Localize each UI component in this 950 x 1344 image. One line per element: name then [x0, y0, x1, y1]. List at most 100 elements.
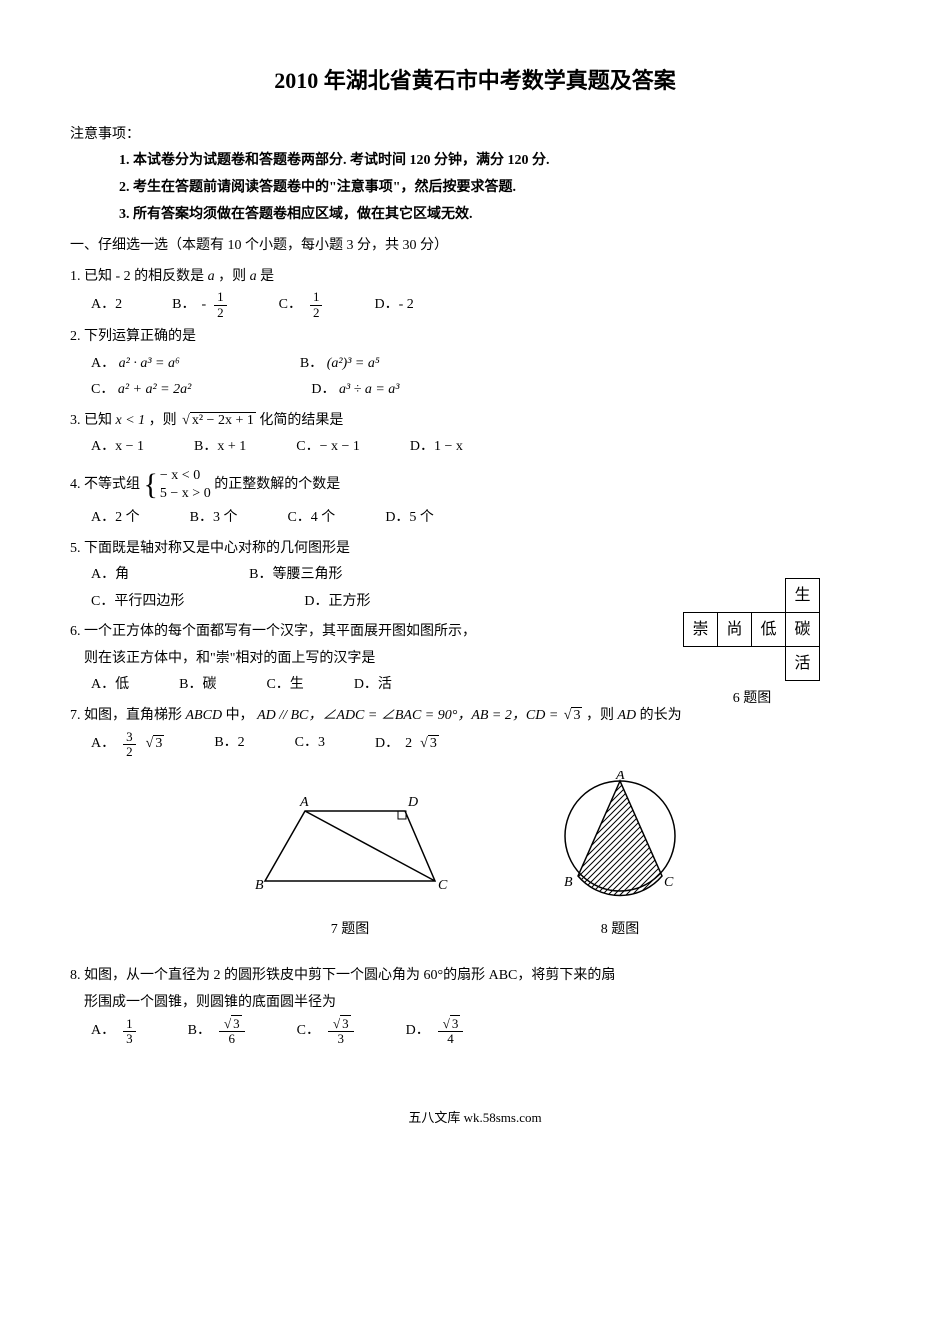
vertex-B: B — [255, 878, 264, 893]
question-2: 2. 下列运算正确的是 — [70, 324, 880, 351]
denominator: 2 — [123, 745, 136, 759]
opt-label: D． — [311, 382, 335, 397]
math-expr: AD // BC，∠ADC = ∠BAC = 90°，AB = 2，CD = — [257, 708, 562, 723]
q8-line1: 8. 如图，从一个直径为 2 的圆形铁皮中剪下一个圆心角为 60°的扇形 ABC… — [70, 963, 880, 990]
q7-optB: B．2 — [214, 730, 244, 760]
brace-content: − x < 0 5 − x > 0 — [160, 467, 211, 503]
q1-var-a: a — [208, 269, 215, 284]
math-expr: a² + a² = 2a² — [118, 382, 192, 397]
question-3: 3. 已知 x < 1 ，则 x² − 2x + 1 化简的结果是 — [70, 408, 880, 435]
q8-options: A． 1 3 B． 3 6 C． 3 3 D． 3 4 — [70, 1017, 880, 1047]
fig7-caption: 7 题图 — [250, 917, 450, 944]
q3-stem: ，则 — [149, 413, 177, 428]
question-1: 1. 已知 - 2 的相反数是 a ，则 a 是 — [70, 264, 880, 291]
opt-label: C． — [91, 382, 114, 397]
sqrt-icon: 3 — [420, 731, 439, 758]
q3-optC: C．− x − 1 — [296, 434, 360, 461]
notice-line: 3. 所有答案均须做在答题卷相应区域，做在其它区域无效. — [70, 202, 880, 229]
q8-optA: A． 1 3 — [91, 1017, 138, 1047]
sector-cone-diagram: A B C — [540, 771, 700, 901]
math-expr: a² · a³ = a⁶ — [119, 356, 180, 371]
cube-face: 碳 — [785, 612, 820, 647]
q3-optA: A．x − 1 — [91, 434, 144, 461]
radicand: 3 — [428, 735, 439, 751]
math-expr: a³ ÷ a = a³ — [339, 382, 400, 397]
opt-label: C． — [279, 292, 302, 319]
q4-optA: A．2 个 — [91, 505, 140, 532]
sqrt-icon: 3 — [333, 1017, 351, 1031]
q6-optA: A．低 — [91, 672, 129, 699]
radicand: 3 — [340, 1015, 351, 1031]
q3-options: A．x − 1 B．x + 1 C．− x − 1 D．1 − x — [70, 434, 880, 461]
q2-options-row1: A． a² · a³ = a⁶ B． (a²)³ = a⁵ — [70, 351, 880, 378]
fraction: 3 2 — [123, 730, 136, 760]
vertex-D: D — [407, 795, 418, 810]
left-brace-icon: { — [144, 465, 158, 505]
q7-optD: D． 23 — [375, 730, 439, 760]
q2-optA: A． a² · a³ = a⁶ — [91, 351, 180, 378]
math-expr: (a²)³ = a⁵ — [327, 356, 380, 371]
unfold-grid: 生 崇 尚 低 碳 活 — [684, 579, 820, 681]
q7-stem: ，则 — [586, 708, 614, 723]
q3-optD: D．1 − x — [410, 434, 463, 461]
math-expr: AD — [617, 708, 636, 723]
q2-optB: B． (a²)³ = a⁵ — [300, 351, 380, 378]
opt-label: B． — [172, 292, 195, 319]
fraction: 1 2 — [310, 290, 323, 320]
question-6: 6. 一个正方体的每个面都写有一个汉字，其平面展开图如图所示， 则在该正方体中，… — [70, 619, 880, 672]
vertex-A: A — [615, 771, 625, 783]
q5-optD: D．正方形 — [304, 589, 370, 616]
figure-7: A D B C 7 题图 — [250, 791, 450, 943]
coefficient: 2 — [405, 731, 412, 758]
q1-var-a: a — [250, 269, 257, 284]
radicand: 3 — [231, 1015, 242, 1031]
vertex-C: C — [438, 878, 448, 893]
q4-options: A．2 个 B．3 个 C．4 个 D．5 个 — [70, 505, 880, 532]
q5-optB: B．等腰三角形 — [249, 562, 342, 589]
denominator: 3 — [328, 1032, 354, 1046]
vertex-B: B — [564, 875, 573, 890]
q4-optB: B．3 个 — [190, 505, 238, 532]
q7-stem: 中， — [226, 708, 254, 723]
q1-optB: B． - 1 2 — [172, 290, 229, 320]
fraction: 3 4 — [438, 1017, 464, 1047]
opt-label: C． — [297, 1018, 320, 1045]
numerator: 3 — [438, 1017, 464, 1032]
fraction: 3 6 — [219, 1017, 245, 1047]
inequality-row: − x < 0 — [160, 467, 211, 485]
sqrt-icon: 3 — [146, 731, 165, 758]
q2-optD: D． a³ ÷ a = a³ — [311, 377, 399, 404]
vertex-C: C — [664, 875, 674, 890]
radicand: 3 — [571, 707, 582, 723]
radicand: x² − 2x + 1 — [190, 412, 256, 428]
numerator: 3 — [123, 730, 136, 745]
q1-stem: ，则 — [218, 269, 246, 284]
cube-face: 崇 — [683, 612, 718, 647]
opt-label: B． — [300, 356, 323, 371]
sqrt-icon: 3 — [443, 1017, 461, 1031]
q4-stem: 的正整数解的个数是 — [214, 477, 340, 492]
q6-optD: D．活 — [354, 672, 392, 699]
q1-optD: D．- 2 — [374, 290, 413, 320]
question-5: 5. 下面既是轴对称又是中心对称的几何图形是 — [70, 536, 880, 563]
figures-row-7-8: A D B C 7 题图 A B C 8 题图 — [70, 771, 880, 943]
opt-label: A． — [91, 356, 115, 371]
q7-optC: C．3 — [295, 730, 325, 760]
q5-optA: A．角 — [91, 562, 129, 589]
math-expr: x < 1 — [116, 413, 146, 428]
fig8-caption: 8 题图 — [540, 917, 700, 944]
denominator: 3 — [123, 1032, 136, 1046]
numerator: 1 — [310, 290, 323, 305]
numerator: 1 — [123, 1017, 136, 1032]
q1-stem: 的相反数是 — [134, 269, 204, 284]
question-4: 4. 不等式组 { − x < 0 5 − x > 0 的正整数解的个数是 — [70, 465, 880, 505]
page-title: 2010 年湖北省黄石市中考数学真题及答案 — [70, 60, 880, 102]
question-8: 8. 如图，从一个直径为 2 的圆形铁皮中剪下一个圆心角为 60°的扇形 ABC… — [70, 963, 880, 1016]
q7-options: A． 3 2 3 B．2 C．3 D． 23 — [70, 730, 880, 760]
opt-label: B． — [188, 1018, 211, 1045]
sqrt-icon: 3 — [224, 1017, 242, 1031]
part1-title: 一、仔细选一选（本题有 10 个小题，每小题 3 分，共 30 分） — [70, 233, 880, 260]
opt-label: D． — [406, 1018, 430, 1045]
opt-label: A． — [91, 731, 115, 758]
q4-optD: D．5 个 — [385, 505, 434, 532]
